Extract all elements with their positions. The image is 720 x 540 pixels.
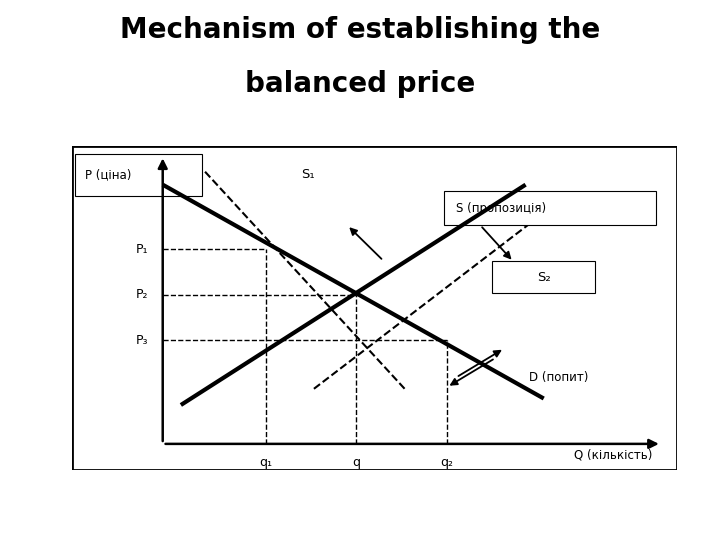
FancyBboxPatch shape [75, 154, 202, 196]
Text: S (пропозиція): S (пропозиція) [456, 201, 546, 214]
Text: P₃: P₃ [135, 334, 148, 347]
Text: balanced price: balanced price [245, 70, 475, 98]
Text: S₂: S₂ [537, 271, 551, 284]
Text: q₁: q₁ [259, 456, 272, 469]
Text: Q (кількість): Q (кількість) [575, 449, 652, 462]
Text: S₁: S₁ [301, 168, 315, 181]
FancyBboxPatch shape [444, 191, 656, 225]
Text: P₁: P₁ [135, 243, 148, 256]
FancyBboxPatch shape [492, 261, 595, 293]
Text: P₂: P₂ [135, 288, 148, 301]
Text: q: q [352, 456, 360, 469]
Text: Mechanism of establishing the: Mechanism of establishing the [120, 16, 600, 44]
Text: q₂: q₂ [441, 456, 454, 469]
Text: D (попит): D (попит) [528, 371, 588, 384]
Text: P (ціна): P (ціна) [85, 168, 132, 181]
